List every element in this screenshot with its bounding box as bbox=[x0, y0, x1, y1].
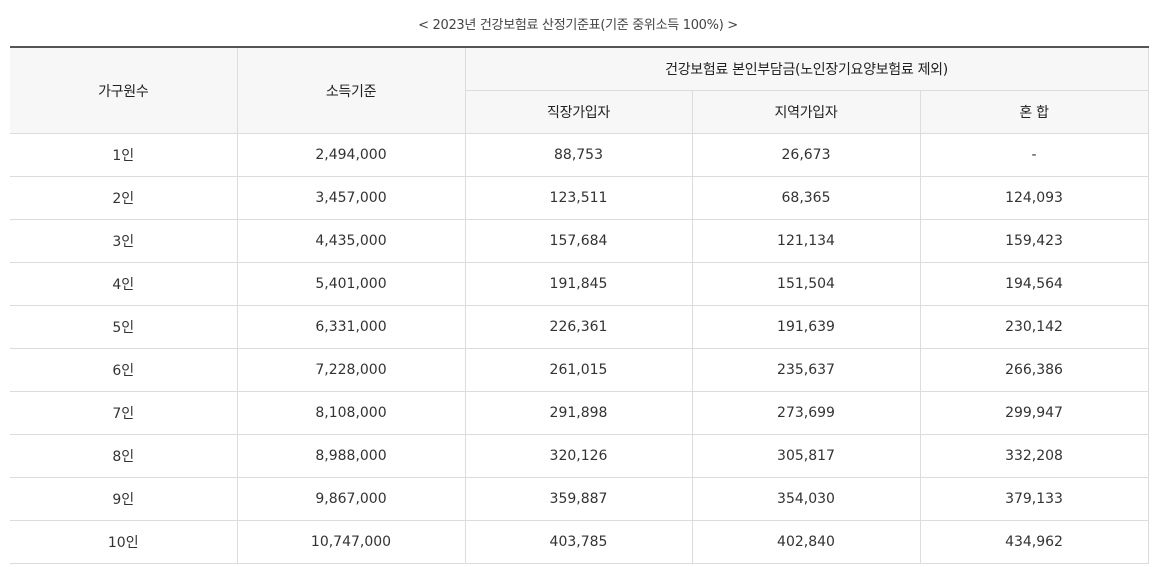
header-premium-group: 건강보험료 본인부담금(노인장기요양보험료 제외) bbox=[464, 46, 1149, 91]
table-row: 7인 8,108,000 291,898 273,699 299,947 bbox=[10, 391, 1149, 435]
cell-regional: 191,639 bbox=[691, 305, 921, 349]
cell-regional: 273,699 bbox=[691, 391, 921, 435]
table-row: 8인 8,988,000 320,126 305,817 332,208 bbox=[10, 434, 1149, 478]
cell-workplace: 88,753 bbox=[464, 133, 693, 177]
cell-mixed: 266,386 bbox=[919, 348, 1149, 392]
cell-regional: 402,840 bbox=[691, 520, 921, 564]
cell-regional: 151,504 bbox=[691, 262, 921, 306]
cell-mixed: - bbox=[919, 133, 1149, 177]
table-caption: < 2023년 건강보험료 산정기준표(기준 중위소득 100%) > bbox=[418, 18, 738, 33]
table-row: 6인 7,228,000 261,015 235,637 266,386 bbox=[10, 348, 1149, 392]
cell-workplace: 123,511 bbox=[464, 176, 693, 220]
cell-income: 5,401,000 bbox=[236, 262, 466, 306]
cell-regional: 26,673 bbox=[691, 133, 921, 177]
table-row: 5인 6,331,000 226,361 191,639 230,142 bbox=[10, 305, 1149, 349]
cell-income: 3,457,000 bbox=[236, 176, 466, 220]
cell-income: 10,747,000 bbox=[236, 520, 466, 564]
header-household: 가구원수 bbox=[10, 46, 238, 134]
table-row: 10인 10,747,000 403,785 402,840 434,962 bbox=[10, 520, 1149, 564]
header-mixed: 혼 합 bbox=[919, 90, 1149, 134]
cell-household: 8인 bbox=[10, 434, 238, 478]
cell-income: 8,108,000 bbox=[236, 391, 466, 435]
cell-workplace: 191,845 bbox=[464, 262, 693, 306]
table-row: 9인 9,867,000 359,887 354,030 379,133 bbox=[10, 477, 1149, 521]
cell-income: 8,988,000 bbox=[236, 434, 466, 478]
cell-regional: 354,030 bbox=[691, 477, 921, 521]
header-regional: 지역가입자 bbox=[691, 90, 921, 134]
table-row: 2인 3,457,000 123,511 68,365 124,093 bbox=[10, 176, 1149, 220]
table-body: 1인 2,494,000 88,753 26,673-2인 3,457,000 123,5… bbox=[10, 133, 1149, 564]
premium-table: 가구원수 소득기준 건강보험료 본인부담금(노인장기요양보험료 제외) 직장가입… bbox=[10, 46, 1149, 564]
cell-mixed: 194,564 bbox=[919, 262, 1149, 306]
cell-household: 9인 bbox=[10, 477, 238, 521]
cell-mixed: 230,142 bbox=[919, 305, 1149, 349]
cell-income: 6,331,000 bbox=[236, 305, 466, 349]
cell-household: 2인 bbox=[10, 176, 238, 220]
cell-workplace: 226,361 bbox=[464, 305, 693, 349]
cell-mixed: 299,947 bbox=[919, 391, 1149, 435]
cell-household: 1인 bbox=[10, 133, 238, 177]
cell-household: 7인 bbox=[10, 391, 238, 435]
cell-household: 5인 bbox=[10, 305, 238, 349]
cell-workplace: 157,684 bbox=[464, 219, 693, 263]
cell-mixed: 434,962 bbox=[919, 520, 1149, 564]
cell-mixed: 124,093 bbox=[919, 176, 1149, 220]
cell-mixed: 379,133 bbox=[919, 477, 1149, 521]
cell-regional: 305,817 bbox=[691, 434, 921, 478]
header-workplace: 직장가입자 bbox=[465, 90, 693, 134]
cell-regional: 235,637 bbox=[691, 348, 921, 392]
cell-workplace: 261,015 bbox=[464, 348, 693, 392]
cell-household: 4인 bbox=[10, 262, 238, 306]
cell-income: 2,494,000 bbox=[236, 133, 466, 177]
header-income: 소득기준 bbox=[236, 46, 466, 134]
cell-workplace: 320,126 bbox=[464, 434, 693, 478]
cell-mixed: 332,208 bbox=[919, 434, 1149, 478]
table-row: 4인 5,401,000 191,845 151,504 194,564 bbox=[10, 262, 1149, 306]
table-row: 3인 4,435,000 157,684 121,134 159,423 bbox=[10, 219, 1149, 263]
cell-workplace: 359,887 bbox=[464, 477, 693, 521]
cell-household: 6인 bbox=[10, 348, 238, 392]
cell-workplace: 403,785 bbox=[464, 520, 693, 564]
cell-regional: 68,365 bbox=[691, 176, 921, 220]
cell-household: 3인 bbox=[10, 219, 238, 263]
table-row: 1인 2,494,000 88,753 26,673- bbox=[10, 133, 1149, 177]
cell-regional: 121,134 bbox=[691, 219, 921, 263]
table-header: 가구원수 소득기준 건강보험료 본인부담금(노인장기요양보험료 제외) 직장가입… bbox=[10, 46, 1149, 134]
cell-income: 7,228,000 bbox=[236, 348, 466, 392]
cell-workplace: 291,898 bbox=[464, 391, 693, 435]
cell-household: 10인 bbox=[10, 520, 238, 564]
cell-income: 4,435,000 bbox=[236, 219, 466, 263]
cell-income: 9,867,000 bbox=[236, 477, 466, 521]
cell-mixed: 159,423 bbox=[919, 219, 1149, 263]
